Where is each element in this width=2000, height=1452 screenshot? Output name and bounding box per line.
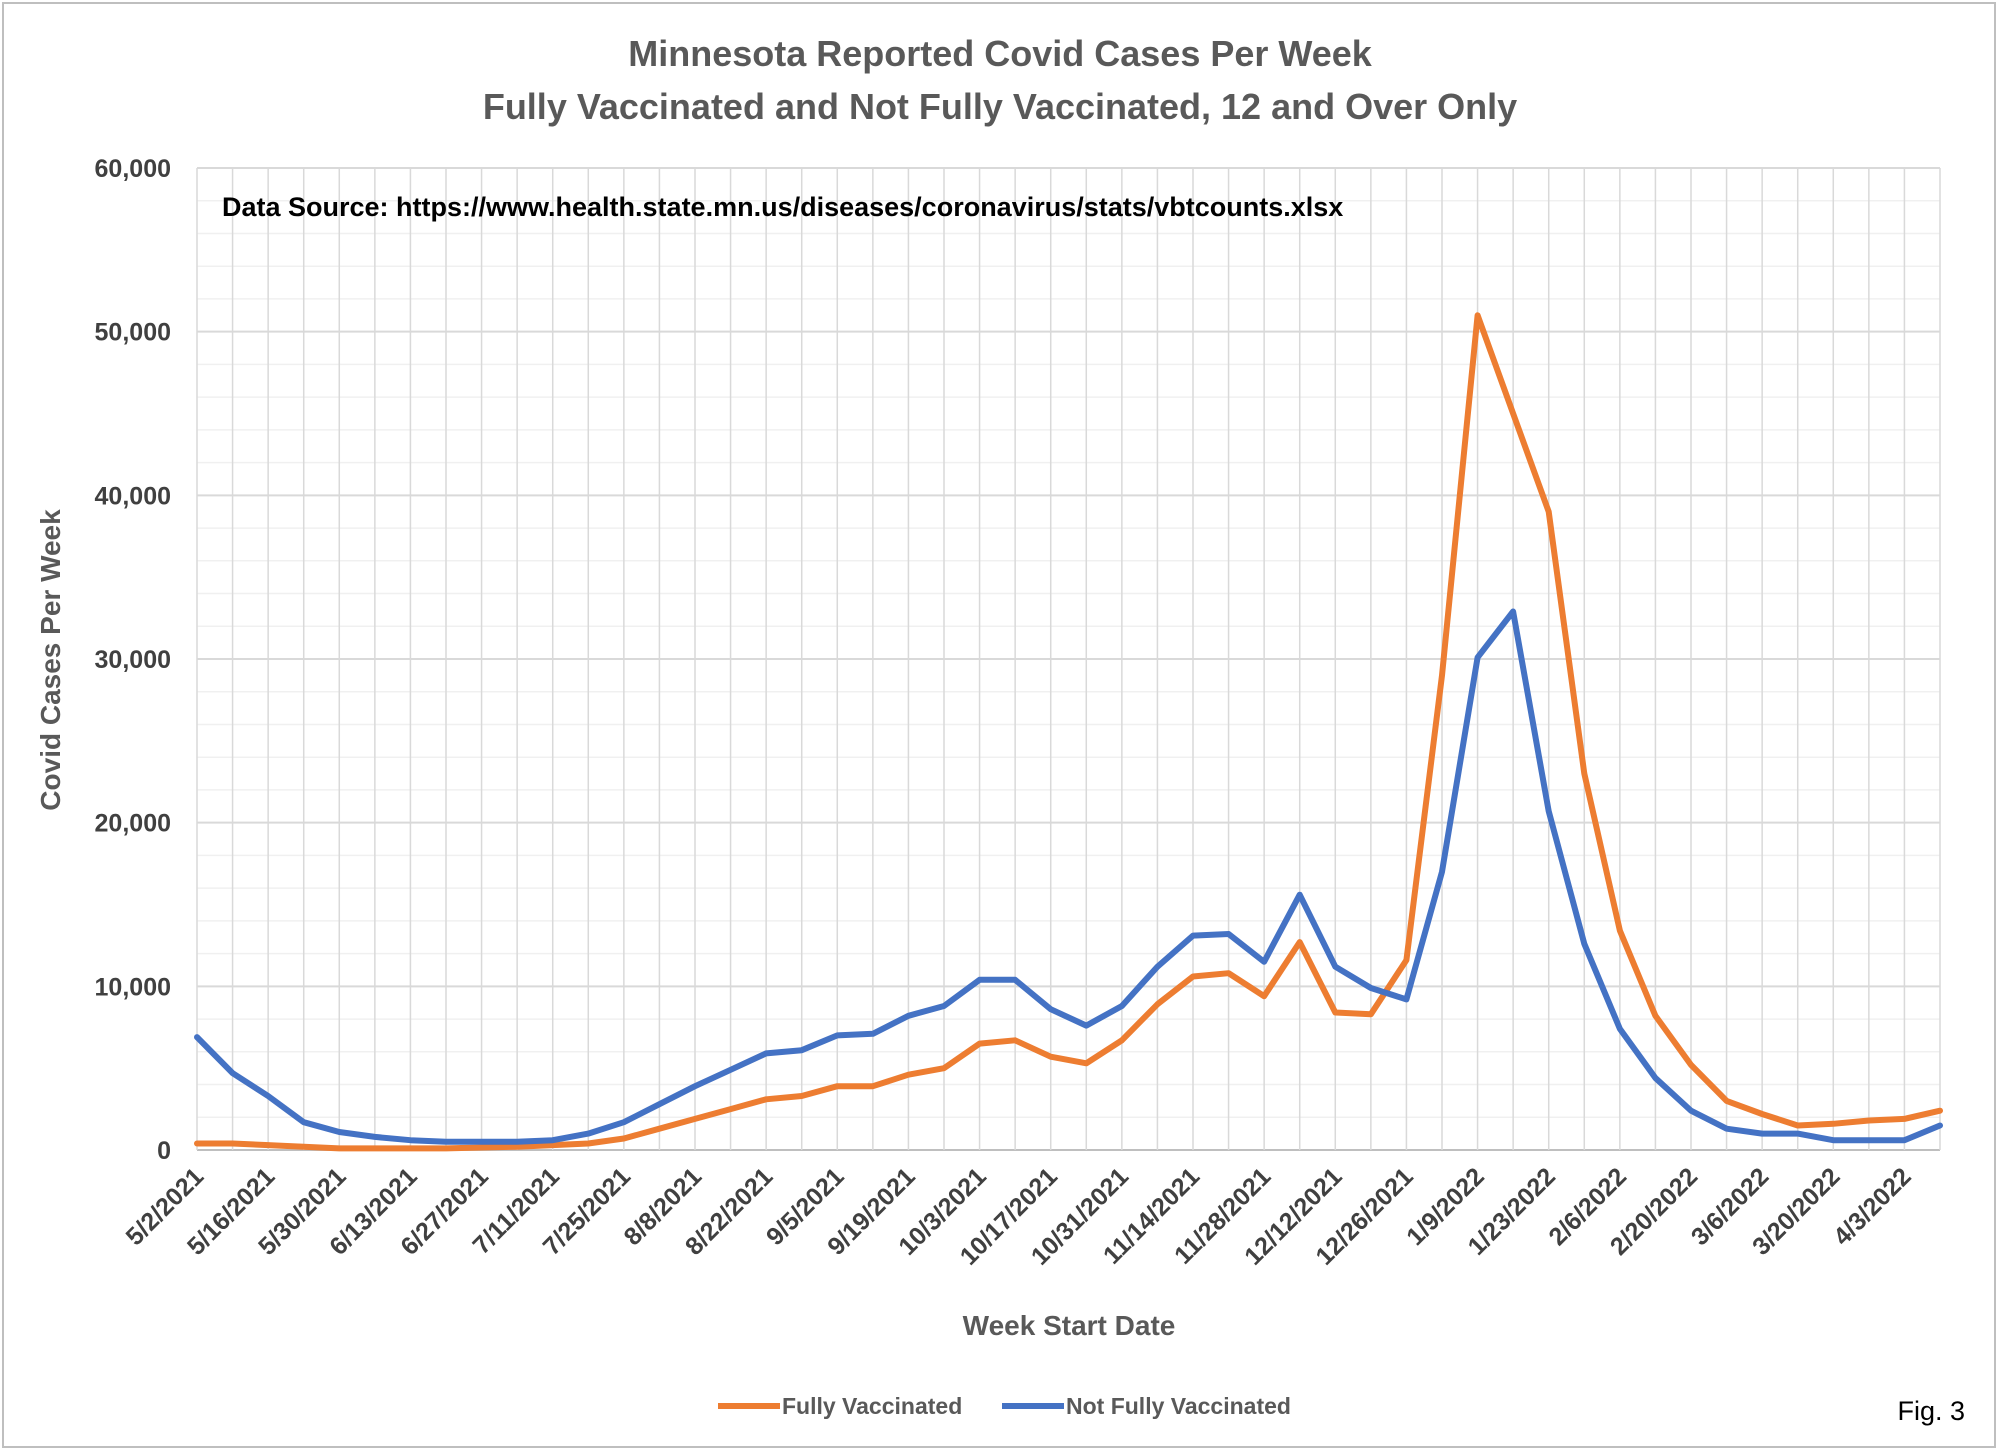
minor-gridlines bbox=[197, 199, 1940, 1119]
legend: Fully Vaccinated Not Fully Vaccinated bbox=[718, 1393, 1291, 1419]
legend-label-not-fully-vaccinated: Not Fully Vaccinated bbox=[1066, 1393, 1291, 1419]
x-axis-label: Week Start Date bbox=[963, 1310, 1176, 1341]
y-tick-label: 30,000 bbox=[95, 646, 171, 674]
y-tick-label: 60,000 bbox=[95, 155, 171, 183]
series-line-not-fully-vaccinated bbox=[194, 608, 1943, 1145]
y-tick-label: 10,000 bbox=[95, 973, 171, 1001]
y-tick-label: 50,000 bbox=[95, 319, 171, 347]
y-tick-label: 0 bbox=[157, 1137, 171, 1165]
data-source-annotation: Data Source: https://www.health.state.mn… bbox=[222, 192, 1343, 222]
y-tick-label: 40,000 bbox=[95, 482, 171, 510]
chart-title: Minnesota Reported Covid Cases Per Week bbox=[628, 33, 1373, 74]
series-lines bbox=[194, 312, 1943, 1152]
figure-label: Fig. 3 bbox=[1897, 1396, 1965, 1426]
major-gridlines bbox=[197, 167, 1940, 1151]
y-axis-label: Covid Cases Per Week bbox=[35, 509, 66, 811]
y-tick-label: 20,000 bbox=[95, 810, 171, 838]
legend-label-fully-vaccinated: Fully Vaccinated bbox=[782, 1393, 962, 1419]
y-axis-ticks: 0 10,000 20,000 30,000 40,000 50,000 60,000 bbox=[95, 155, 171, 1165]
series-line-fully-vaccinated bbox=[194, 312, 1943, 1152]
chart-subtitle: Fully Vaccinated and Not Fully Vaccinate… bbox=[483, 86, 1517, 127]
vertical-gridlines bbox=[196, 168, 1941, 1150]
x-axis-ticks: 5/2/20215/16/20215/30/20216/13/20216/27/… bbox=[121, 1162, 1917, 1270]
x-tick-label: 4/3/2022 bbox=[1828, 1162, 1917, 1251]
